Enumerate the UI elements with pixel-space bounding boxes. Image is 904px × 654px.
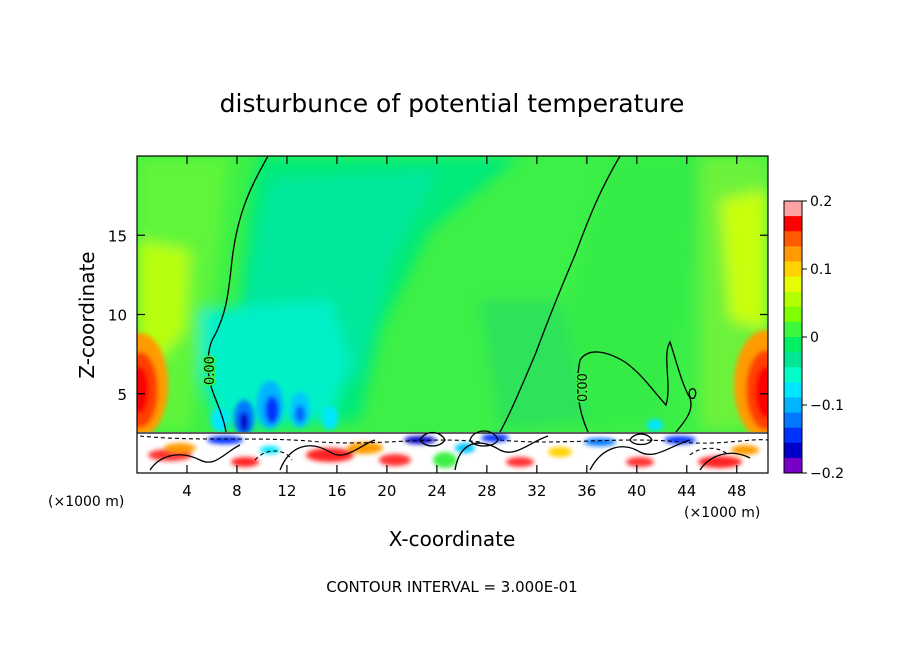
- x-unit-right: (×1000 m): [684, 505, 760, 521]
- x-tick-label: 44: [677, 482, 696, 500]
- y-tick-label: 10: [108, 307, 127, 325]
- contour-interval-note: CONTOUR INTERVAL = 3.000E-01: [326, 578, 577, 596]
- x-unit-left: (×1000 m): [48, 494, 124, 510]
- chart-title: disturbunce of potential temperature: [220, 89, 685, 118]
- bl-orange-3: [548, 447, 572, 457]
- bl-red-6: [626, 457, 654, 467]
- colorbar-swatch: [784, 291, 802, 308]
- y-tick-label: 15: [108, 227, 127, 245]
- cold-blob-2-core: [265, 396, 279, 424]
- bl-blue-1: [207, 436, 243, 444]
- plot-area: 0.00 0.00: [137, 156, 768, 473]
- x-tick-label: 32: [527, 482, 546, 500]
- colorbar-tick-label: 0.1: [810, 262, 832, 278]
- contour-small-loop: [688, 388, 697, 400]
- x-tick-label: 48: [727, 482, 746, 500]
- field-regions: [137, 156, 768, 430]
- colorbar-swatch: [784, 427, 802, 444]
- bl-red-3: [306, 448, 354, 462]
- colorbar-swatch: [784, 367, 802, 383]
- colorbar-swatch: [784, 231, 802, 247]
- contour-dashed-4: [689, 447, 729, 456]
- contour-bl-loop-2: [469, 430, 499, 447]
- field-cyan-blob: [200, 300, 350, 425]
- contour-bl-wiggle-5: [699, 452, 751, 471]
- colorbar-swatch: [784, 216, 802, 232]
- contour-bl-loop-3: [629, 433, 653, 446]
- bl-orange-2: [347, 442, 383, 454]
- contour-zero-right: [499, 156, 621, 433]
- y-tick-label: 5: [117, 386, 127, 404]
- bl-blue-5: [664, 436, 696, 444]
- field-right-zone: [560, 156, 700, 430]
- bl-red-5: [506, 457, 534, 467]
- contours-dashed: [139, 435, 768, 461]
- x-tick-label: 16: [327, 482, 346, 500]
- cold-blob-1-core: [239, 412, 249, 432]
- colorbar-swatch: [784, 352, 802, 368]
- x-tick-label: 8: [232, 482, 242, 500]
- contour-zero-left: [207, 156, 269, 433]
- colorbar-swatch: [784, 457, 802, 474]
- bl-green-1: [433, 452, 457, 468]
- contours: [137, 156, 768, 471]
- bl-orange-4: [731, 445, 759, 455]
- x-tick-label: 20: [377, 482, 396, 500]
- contour-bl-wiggle-3: [454, 435, 549, 471]
- colorbar-swatch: [784, 442, 802, 459]
- colorbar-swatch: [784, 306, 802, 323]
- colorbar-tick-label: −0.2: [810, 466, 844, 482]
- colorbar: [783, 200, 803, 474]
- y-axis-label: Z-coordinate: [75, 251, 99, 378]
- x-tick-label: 24: [427, 482, 446, 500]
- contour-bl-wiggle-2: [279, 439, 376, 471]
- contour-bl-loop-1: [419, 431, 446, 447]
- colorbar-swatch: [784, 397, 802, 414]
- bl-red-4: [379, 454, 411, 466]
- contour-label-right: 0.00: [576, 373, 591, 402]
- contour-zero-bump: [576, 340, 692, 433]
- colorbar-swatch: [784, 337, 802, 353]
- x-tick-label: 40: [627, 482, 646, 500]
- bl-red-2: [231, 457, 259, 467]
- contour-dashed-3: [254, 450, 293, 461]
- colorbar-tick-label: 0: [810, 330, 819, 346]
- right-warm-core: [755, 366, 768, 418]
- colorbar-tick-label: 0.2: [810, 194, 832, 210]
- y-axis: 5 10 15: [108, 227, 768, 404]
- x-tick-label: 36: [577, 482, 596, 500]
- colorbar-swatch: [784, 321, 802, 338]
- x-tick-label: 4: [182, 482, 192, 500]
- field-left-yellow: [137, 240, 190, 360]
- contour-label-left: 0.00: [203, 356, 218, 385]
- bl-cyan-1: [260, 446, 280, 454]
- left-warm-core: [137, 366, 149, 414]
- bl-orange-1: [164, 443, 196, 453]
- field-right-yellow: [720, 190, 768, 330]
- x-axis-label: X-coordinate: [389, 527, 516, 551]
- contour-bl-wiggle-4: [589, 439, 691, 471]
- colorbar-swatch: [784, 201, 802, 217]
- x-axis: 4 8 12 16 20 24 28 32 36 40 44 48: [182, 156, 746, 500]
- contour-bl-wiggle-1: [149, 444, 241, 471]
- colorbar-ticks: 0.2 0.1 0 −0.1 −0.2: [802, 194, 844, 482]
- bl-blue-4: [584, 438, 616, 446]
- cold-blob-4: [322, 406, 338, 430]
- field-anomalies: [137, 330, 768, 440]
- x-tick-label: 28: [477, 482, 496, 500]
- colorbar-swatch: [784, 412, 802, 429]
- right-minor-cold: [647, 419, 663, 431]
- colorbar-swatch: [784, 261, 802, 278]
- colorbar-swatch: [784, 382, 802, 398]
- field-mid-green: [480, 300, 590, 430]
- cold-blob-3-core: [295, 405, 305, 423]
- colorbar-swatch: [784, 246, 802, 262]
- boundary-layer: [137, 432, 768, 473]
- bl-red-7: [698, 456, 742, 468]
- colorbar-swatch: [784, 276, 802, 293]
- colorbar-tick-label: −0.1: [810, 398, 844, 414]
- x-tick-label: 12: [277, 482, 296, 500]
